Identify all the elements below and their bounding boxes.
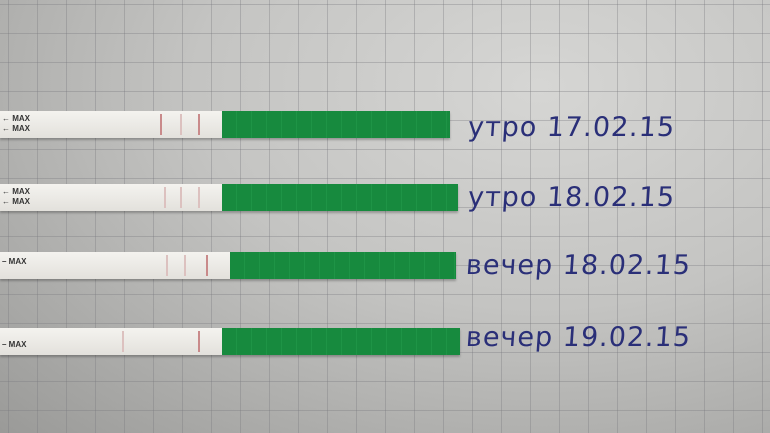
- control-line: [122, 331, 124, 352]
- strip-handle: [222, 111, 450, 138]
- control-line: [164, 187, 166, 208]
- test-strip-4: – MAX: [0, 328, 460, 355]
- strip-handle: [230, 252, 456, 279]
- test-line: [180, 114, 182, 135]
- strip-handle: [222, 328, 460, 355]
- max-mark: ← MAX: [2, 197, 30, 206]
- strip-handle: [222, 184, 458, 211]
- test-line: [198, 187, 200, 208]
- control-line: [160, 114, 162, 135]
- handwritten-label: вечер 19.02.15: [464, 322, 693, 353]
- test-strip-3: – MAX: [0, 252, 456, 279]
- control-line: [166, 255, 168, 276]
- max-mark: ← MAX: [2, 124, 30, 133]
- test-strip-2: ← MAX ← MAX: [0, 184, 458, 211]
- handwritten-label: вечер 18.02.15: [464, 250, 693, 281]
- max-mark: ← MAX: [2, 187, 30, 196]
- test-strip-1: ← MAX ← MAX: [0, 111, 450, 138]
- max-mark: – MAX: [2, 257, 27, 266]
- handwritten-label: утро 17.02.15: [466, 112, 677, 143]
- max-mark: ← MAX: [2, 114, 30, 123]
- test-line: [198, 331, 200, 352]
- test-line: [180, 187, 182, 208]
- handwritten-label: утро 18.02.15: [466, 182, 677, 213]
- test-line: [198, 114, 200, 135]
- test-line: [206, 255, 208, 276]
- test-line: [184, 255, 186, 276]
- max-mark: – MAX: [2, 340, 27, 349]
